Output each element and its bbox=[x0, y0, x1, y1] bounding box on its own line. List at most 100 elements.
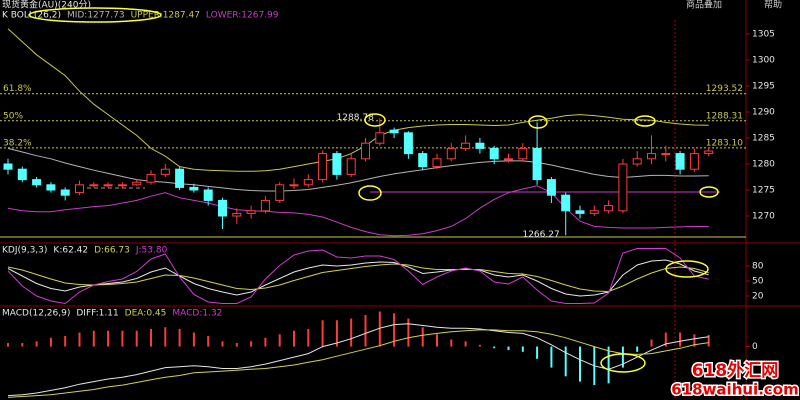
candle-body bbox=[246, 210, 256, 214]
highlight bbox=[364, 113, 386, 127]
legends: K BOLL(26,2) MID:1277.73 UPPER:1287.47 LOWE… bbox=[2, 11, 279, 319]
candle-body bbox=[403, 132, 413, 155]
candle-body bbox=[604, 205, 614, 212]
legend-entry: MID:1277.73 bbox=[67, 11, 125, 21]
candle-body bbox=[218, 199, 227, 217]
legend-entry: DEA:0.45 bbox=[125, 309, 167, 319]
candle-body bbox=[561, 194, 571, 212]
candle-body bbox=[189, 186, 199, 191]
indicator-line bbox=[7, 329, 709, 398]
candle-body bbox=[518, 147, 528, 160]
highlight bbox=[699, 186, 719, 198]
highlight bbox=[358, 185, 382, 201]
highlight bbox=[634, 115, 656, 127]
legend-entry: K:62.42 bbox=[53, 246, 88, 256]
indicator-line bbox=[7, 28, 709, 172]
indicator-line bbox=[7, 185, 709, 237]
candle-body bbox=[575, 210, 585, 214]
candle-body bbox=[675, 153, 685, 170]
candle-body bbox=[203, 189, 213, 201]
y-tick-label: 1270 bbox=[752, 212, 775, 222]
help-button[interactable]: 帮助 bbox=[764, 0, 782, 11]
chart-title: 现货黄金(AU)(240分) bbox=[2, 0, 91, 11]
candle-body bbox=[532, 147, 542, 181]
fib-value: 1283.10 bbox=[706, 138, 743, 148]
candle-body bbox=[89, 184, 99, 187]
candle-body bbox=[432, 158, 442, 168]
candle-body bbox=[375, 132, 385, 144]
candle-body bbox=[632, 158, 642, 165]
highlight bbox=[665, 260, 709, 278]
fib-value: 1293.52 bbox=[706, 84, 743, 94]
candle-body bbox=[232, 212, 242, 217]
y-tick-label: 1275 bbox=[752, 186, 775, 196]
highlight bbox=[528, 115, 548, 129]
candle-body bbox=[589, 210, 599, 214]
y-tick-label: 1305 bbox=[752, 30, 775, 40]
fib-name: 38.2% bbox=[3, 138, 32, 148]
legend-entry: UPPER:1287.47 bbox=[131, 11, 200, 21]
candle-body bbox=[303, 179, 313, 186]
annotation: 1266.27 bbox=[522, 230, 559, 240]
y-tick-label: 1295 bbox=[752, 82, 775, 92]
watermark: 618外汇网 bbox=[692, 360, 779, 381]
candle-body bbox=[318, 153, 328, 181]
candle-body bbox=[489, 147, 499, 160]
candle-body bbox=[146, 173, 156, 183]
watermark: 618waihui.com bbox=[671, 381, 798, 399]
candle-body bbox=[389, 129, 399, 134]
candle-body bbox=[160, 168, 170, 175]
candle-body bbox=[132, 181, 142, 186]
indicator-line bbox=[7, 248, 709, 305]
plot: 1270 1275 1280 1285 1290 1295 1300 1305 61.8% 129… bbox=[0, 28, 775, 398]
fib-name: 50% bbox=[3, 111, 23, 121]
candle-body bbox=[75, 184, 84, 194]
candle-body bbox=[546, 179, 556, 196]
candle-body bbox=[32, 179, 42, 186]
candle-body bbox=[103, 184, 113, 187]
candle-body bbox=[46, 184, 56, 191]
candle-body bbox=[117, 184, 127, 187]
candle-body bbox=[332, 153, 342, 175]
overlay-button[interactable]: 商品叠加 bbox=[686, 0, 722, 11]
y-tick-label: 0 bbox=[752, 342, 758, 352]
legend-entry: D:66.73 bbox=[94, 246, 130, 256]
fib-name: 61.8% bbox=[3, 84, 32, 94]
y-tick-label: 1300 bbox=[752, 56, 775, 66]
candle-body bbox=[275, 184, 285, 201]
y-tick-label: 1290 bbox=[752, 108, 775, 118]
y-tick-label: 1280 bbox=[752, 160, 775, 170]
candle-body bbox=[60, 189, 70, 196]
candle-body bbox=[361, 142, 370, 160]
candle-body bbox=[289, 184, 299, 187]
legend-entry: K BOLL(26,2) bbox=[2, 11, 61, 21]
legend-entry: KDJ(9,3,3) bbox=[2, 246, 47, 256]
y-tick-label: 80 bbox=[752, 262, 764, 272]
indicator-line bbox=[7, 147, 709, 192]
indicator-line bbox=[7, 323, 709, 397]
candle-body bbox=[446, 147, 456, 160]
candle-body bbox=[704, 150, 714, 155]
candle-body bbox=[418, 153, 428, 168]
y-tick-label: 1285 bbox=[752, 134, 775, 144]
y-tick-label: 50 bbox=[752, 277, 764, 287]
y-tick-label: 20 bbox=[752, 292, 764, 302]
candle-body bbox=[689, 153, 699, 170]
legend-entry: MACD(12,26,9) bbox=[2, 309, 70, 319]
fib-value: 1288.31 bbox=[706, 111, 743, 121]
indicator-line bbox=[7, 263, 709, 293]
legend-entry: MACD:1.32 bbox=[172, 309, 222, 319]
candle-body bbox=[618, 163, 628, 212]
candle-body bbox=[17, 168, 27, 181]
candle-body bbox=[346, 158, 356, 175]
candle-body bbox=[260, 199, 270, 212]
highlights bbox=[28, 7, 719, 373]
candle-body bbox=[647, 153, 656, 160]
candle-body bbox=[175, 168, 185, 188]
highlight bbox=[600, 353, 646, 373]
candle-body bbox=[475, 142, 485, 149]
candle-body bbox=[461, 142, 471, 149]
annotation: 1288.78 bbox=[337, 113, 374, 123]
legend-entry: LOWER:1267.99 bbox=[206, 11, 279, 21]
